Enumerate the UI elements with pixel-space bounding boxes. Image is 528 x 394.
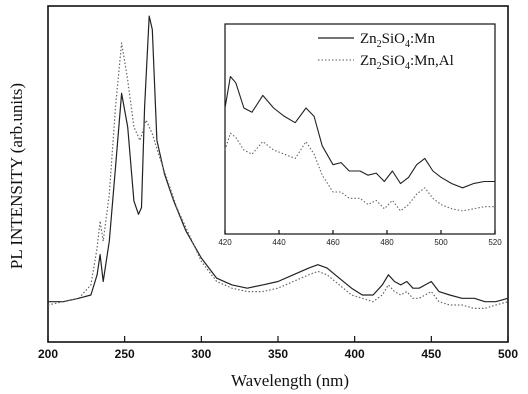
series-line-1 bbox=[47, 42, 509, 309]
main-x-ticks bbox=[47, 336, 509, 342]
x-tick-label: 500 bbox=[498, 347, 518, 361]
series-line-0 bbox=[224, 75, 495, 189]
x-tick-label: 420 bbox=[218, 238, 232, 247]
series-line-0 bbox=[48, 15, 509, 303]
x-tick-label: 200 bbox=[38, 347, 58, 361]
main-series-group bbox=[47, 15, 509, 309]
x-tick-label: 520 bbox=[488, 238, 502, 247]
x-tick-label: 250 bbox=[115, 347, 135, 361]
x-axis-label: Wavelength (nm) bbox=[231, 371, 349, 390]
inset-plot-frame bbox=[224, 23, 496, 235]
x-tick-label: 300 bbox=[191, 347, 211, 361]
x-tick-label: 500 bbox=[434, 238, 448, 247]
x-tick-label: 400 bbox=[345, 347, 365, 361]
y-axis-label: PL INTENSITY (arb.units) bbox=[7, 83, 26, 269]
x-tick-label: 480 bbox=[380, 238, 394, 247]
x-tick-label: 440 bbox=[272, 238, 286, 247]
inset-series-group bbox=[224, 75, 495, 212]
x-tick-label: 350 bbox=[268, 347, 288, 361]
x-tick-label: 450 bbox=[421, 347, 441, 361]
x-tick-label: 460 bbox=[326, 238, 340, 247]
inset-x-tick-labels: 420 440 460 480 500 520 bbox=[218, 238, 502, 247]
inset-x-ticks bbox=[224, 230, 496, 234]
main-x-tick-labels: 200 250 300 350 400 450 500 bbox=[38, 347, 518, 361]
legend-label-mn-al: Zn2SiO4:Mn,Al bbox=[360, 53, 454, 72]
